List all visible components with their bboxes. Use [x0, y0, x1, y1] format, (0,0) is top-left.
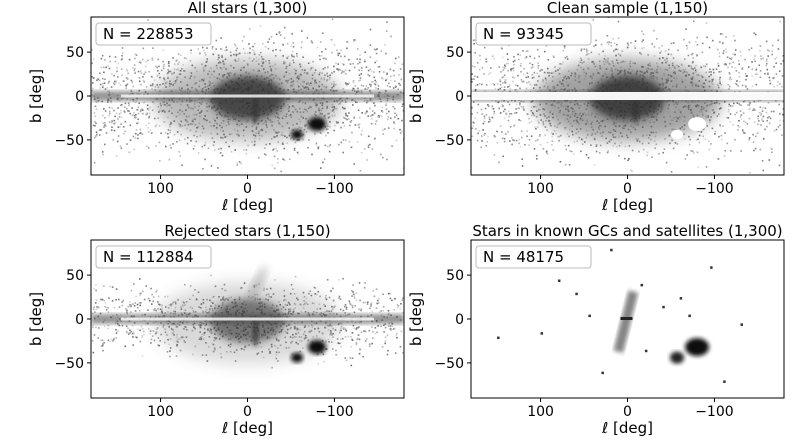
x-tick-label: 0 — [623, 181, 632, 197]
y-tick-label: 0 — [455, 89, 464, 105]
gc-point — [644, 349, 648, 353]
lmc-blob — [688, 117, 707, 132]
panel-1: All stars (1,300) N = 228853 100 0 −100 50 0 −5… — [27, 0, 405, 214]
y-tick-label: 50 — [446, 45, 464, 61]
panel-title: Clean sample (1,150) — [547, 0, 708, 17]
stream-feature — [252, 96, 259, 124]
x-tick-label: 0 — [243, 404, 252, 420]
y-axis-label: b [deg] — [407, 292, 425, 346]
y-tick-label: 0 — [75, 312, 84, 328]
x-axis-label: ℓ [deg] — [221, 196, 273, 214]
gc-point — [710, 266, 713, 269]
gc-point — [540, 332, 544, 335]
stream-feature — [632, 96, 639, 124]
gc-point — [740, 323, 744, 326]
y-tick-label: −50 — [434, 133, 464, 149]
gc-point — [601, 371, 604, 375]
x-tick-label: −100 — [315, 181, 353, 197]
sgr-stream — [613, 290, 639, 353]
density-map — [497, 248, 744, 383]
x-axis-label: ℓ [deg] — [601, 419, 653, 437]
x-axis-label: ℓ [deg] — [221, 419, 273, 437]
gc-point — [610, 248, 613, 252]
y-axis-label: b [deg] — [27, 292, 45, 346]
smc-blob — [291, 352, 304, 363]
lmc-blob — [308, 340, 327, 355]
count-label: N = 48175 — [475, 245, 592, 269]
stream-feature — [252, 319, 259, 347]
x-tick-label: 100 — [527, 404, 554, 420]
panel-3: Rejected stars (1,150) N = 112884 100 0 −100… — [27, 222, 405, 437]
panel-4: Stars in known GCs and satellites (1,300… — [407, 222, 785, 437]
y-tick-label: 0 — [75, 89, 84, 105]
y-tick-label: 50 — [66, 268, 84, 284]
y-axis-label: b [deg] — [407, 69, 425, 123]
density-map — [91, 18, 404, 173]
panel-title: Stars in known GCs and satellites (1,300… — [472, 222, 782, 240]
x-axis-label: ℓ [deg] — [601, 196, 653, 214]
x-tick-label: 100 — [147, 404, 174, 420]
panel-title: Rejected stars (1,150) — [164, 222, 330, 240]
lmc-blob — [685, 338, 710, 357]
midplane-gap — [121, 94, 374, 98]
x-tick-label: −100 — [315, 404, 353, 420]
gc-point — [662, 305, 665, 309]
gc-point — [497, 336, 500, 340]
smc-blob — [670, 351, 685, 364]
panel-2: Clean sample (1,150) N = 93345 100 0 −100 50 0… — [407, 0, 785, 214]
y-tick-label: 50 — [66, 45, 84, 61]
count-text: N = 48175 — [483, 248, 564, 266]
smc-blob — [291, 129, 304, 140]
y-tick-label: 0 — [455, 312, 464, 328]
gc-point — [557, 279, 561, 282]
midplane-gap — [471, 92, 784, 100]
x-tick-label: 0 — [623, 404, 632, 420]
stream-feature-upper — [247, 265, 268, 303]
count-text: N = 93345 — [483, 25, 564, 43]
x-tick-label: 0 — [243, 181, 252, 197]
gc-point — [723, 380, 726, 383]
y-tick-label: 50 — [446, 268, 464, 284]
gc-point — [640, 283, 644, 287]
count-text: N = 228853 — [103, 25, 194, 43]
count-label: N = 228853 — [95, 22, 212, 46]
x-tick-label: 100 — [527, 181, 554, 197]
count-label: N = 93345 — [475, 22, 592, 46]
y-tick-label: −50 — [434, 356, 464, 372]
y-axis-label: b [deg] — [27, 69, 45, 123]
gc-point — [688, 314, 691, 318]
panel-title: All stars (1,300) — [188, 0, 308, 17]
count-text: N = 112884 — [103, 248, 194, 266]
gc-point — [575, 292, 578, 296]
lmc-blob — [308, 117, 327, 132]
x-tick-label: −100 — [695, 181, 733, 197]
x-tick-label: −100 — [695, 404, 733, 420]
y-tick-label: −50 — [54, 133, 84, 149]
gc-point — [679, 297, 683, 300]
y-tick-label: −50 — [54, 356, 84, 372]
midplane-gap — [121, 317, 374, 321]
count-label: N = 112884 — [95, 245, 212, 269]
gc-point — [588, 314, 591, 318]
x-tick-label: 100 — [147, 181, 174, 197]
density-map — [91, 265, 404, 369]
density-map — [471, 17, 784, 174]
sgr-core — [620, 317, 633, 320]
smc-blob — [671, 129, 684, 140]
